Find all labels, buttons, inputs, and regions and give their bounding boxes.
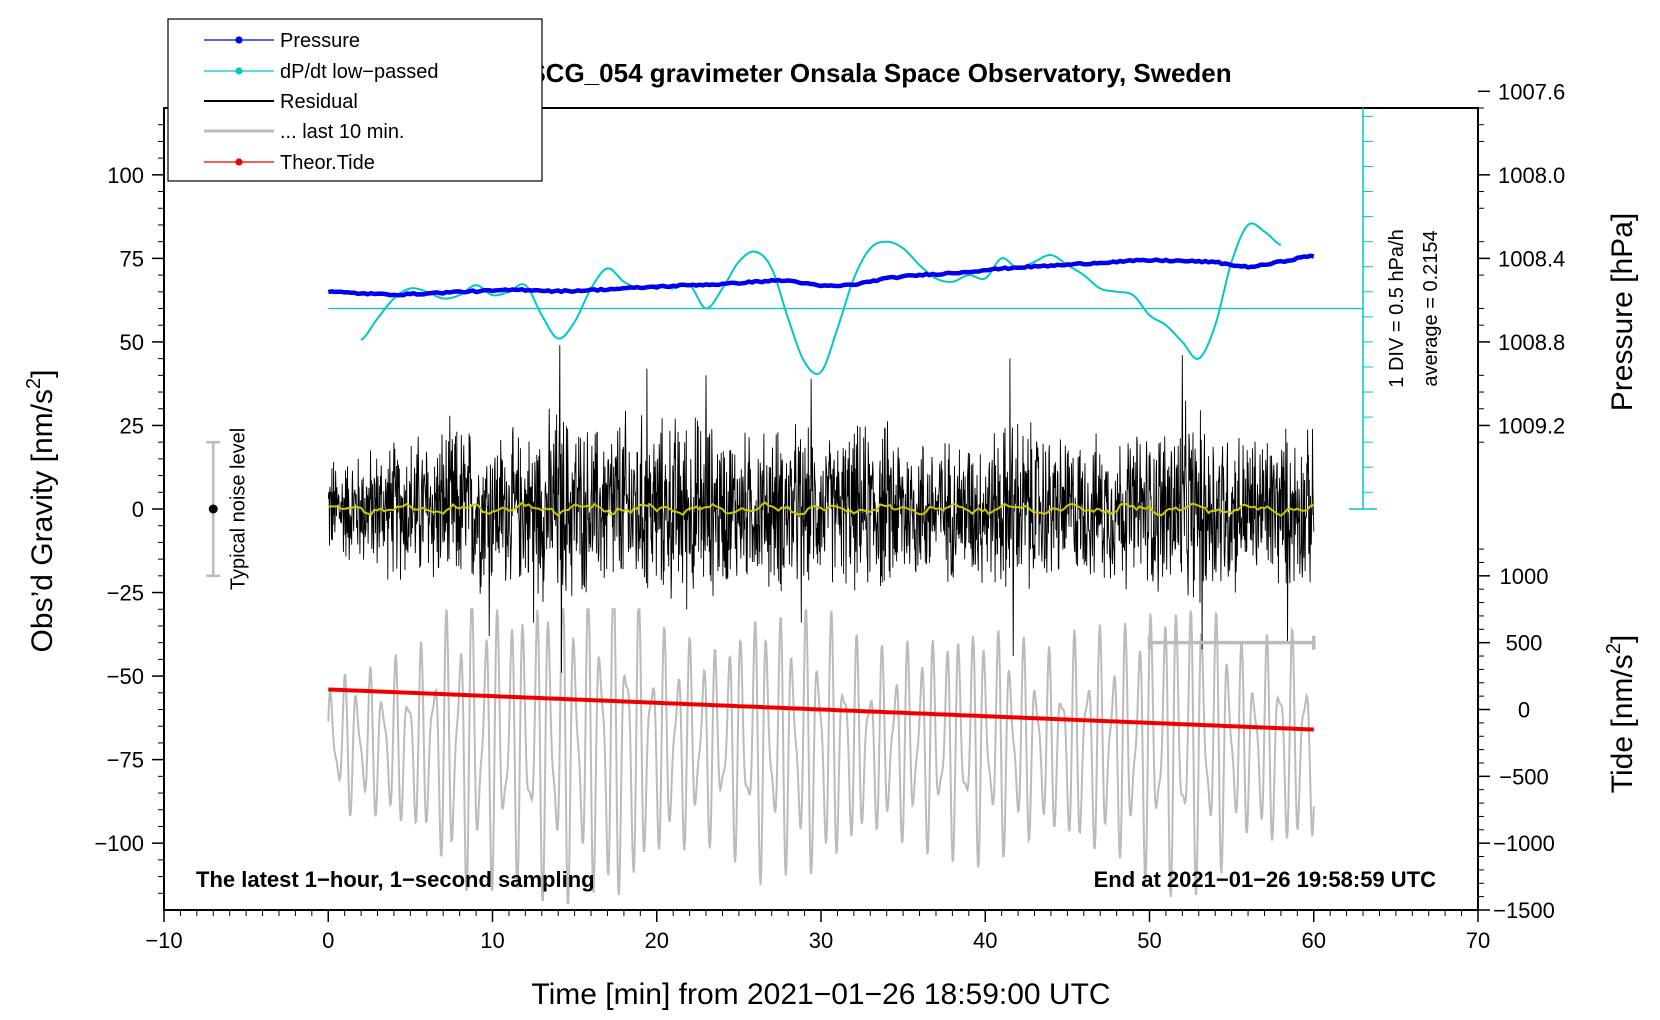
x-tick-label: 20	[645, 928, 669, 953]
tide-trace	[328, 687, 1314, 732]
dpdt-scale-average-label: average = 0.2154	[1420, 230, 1442, 386]
tide-tick-label: −1500	[1493, 898, 1555, 923]
gravity-tick-label: 0	[132, 497, 144, 522]
chart-title: SCG_054 gravimeter Onsala Space Observat…	[528, 58, 1231, 88]
legend-last10-label: ... last 10 min.	[280, 121, 405, 143]
x-tick-label: 0	[322, 928, 334, 953]
plot-traces	[327, 222, 1364, 905]
gravity-tick-label: 25	[120, 413, 144, 438]
right-axes: 1009.2 1008.8 1008.4 1008.0 1007.6 −1500 −1000…	[1478, 79, 1565, 923]
dpdt-scale: 1 DIV = 0.5 hPa/h average = 0.2154	[1349, 108, 1442, 510]
sampling-note: The latest 1−hour, 1−second sampling	[196, 867, 595, 892]
pressure-tick-label: 1008.4	[1498, 246, 1565, 271]
gravity-tick-label: −25	[107, 581, 144, 606]
x-tick-label: −10	[145, 928, 182, 953]
dpdt-scale-div-label: 1 DIV = 0.5 hPa/h	[1386, 229, 1408, 387]
gravity-axis-title: Obs’d Gravity [nm/s2]	[23, 370, 59, 653]
tide-tick-label: −500	[1499, 764, 1549, 789]
pressure-tick-label: 1009.2	[1498, 413, 1565, 438]
tide-tick-label: 0	[1518, 698, 1530, 723]
residual-smoothed-trace	[328, 501, 1315, 517]
gravity-tick-label: 100	[107, 163, 144, 188]
gravity-axis: −100 −75 −50 −25 0 25 50 75 100	[94, 124, 164, 894]
tide-tick-label: 500	[1506, 631, 1543, 656]
gravity-tick-label: 50	[120, 330, 144, 355]
pressure-axis-title: Pressure [hPa]	[1606, 213, 1639, 411]
legend-pressure-label: Pressure	[280, 30, 360, 52]
gravity-axis-title-main: Obs’d Gravity [nm/s	[26, 389, 59, 652]
tide-axis-title: Tide [nm/s2]	[1603, 635, 1639, 793]
x-tick-label: 60	[1302, 928, 1326, 953]
legend-dpdt-marker	[235, 67, 243, 75]
last10-bracket	[1147, 635, 1316, 650]
legend-tide-label: Theor.Tide	[280, 152, 375, 174]
x-axis-title: Time [min] from 2021−01−26 18:59:00 UTC	[531, 978, 1110, 1011]
pressure-tick-label: 1007.6	[1498, 79, 1565, 104]
pressure-tick-label: 1008.0	[1498, 163, 1565, 188]
x-tick-label: 70	[1466, 928, 1490, 953]
noise-center-dot	[208, 504, 218, 514]
tide-tick-label: −1000	[1493, 831, 1555, 856]
noise-indicator: Typical noise level	[206, 428, 249, 590]
tide-axis-title-main: Tide [nm/s	[1606, 654, 1639, 793]
tide-axis-title-sup: 2	[1603, 643, 1625, 654]
legend-dpdt-label: dP/dt low−passed	[280, 61, 438, 83]
gravity-axis-title-end: ]	[26, 370, 59, 378]
gravity-tick-label: −75	[107, 748, 144, 773]
gravity-tick-label: −50	[107, 664, 144, 689]
x-tick-label: 30	[809, 928, 833, 953]
pressure-trace	[327, 253, 1315, 298]
x-tick-label: 40	[973, 928, 997, 953]
tide-axis-title-end: ]	[1606, 635, 1639, 643]
x-tick-label: 10	[480, 928, 504, 953]
gravity-tick-label: −100	[94, 831, 144, 856]
x-axis: −10 0 10 20 30 40 50 60 70	[145, 910, 1490, 953]
legend-pressure-marker	[235, 36, 243, 44]
tide-tick-label: 1000	[1500, 564, 1549, 589]
residual-trace	[327, 345, 1315, 673]
gravity-axis-title-sup: 2	[23, 378, 45, 389]
end-time-note: End at 2021−01−26 19:58:59 UTC	[1094, 867, 1437, 892]
noise-label: Typical noise level	[227, 428, 249, 590]
legend-residual-label: Residual	[280, 91, 358, 113]
pressure-tick-label: 1008.8	[1498, 330, 1565, 355]
x-tick-label: 50	[1137, 928, 1161, 953]
gravity-tick-label: 75	[120, 246, 144, 271]
legend: Pressure dP/dt low−passed Residual ... l…	[167, 18, 543, 182]
legend-tide-marker	[235, 158, 243, 166]
